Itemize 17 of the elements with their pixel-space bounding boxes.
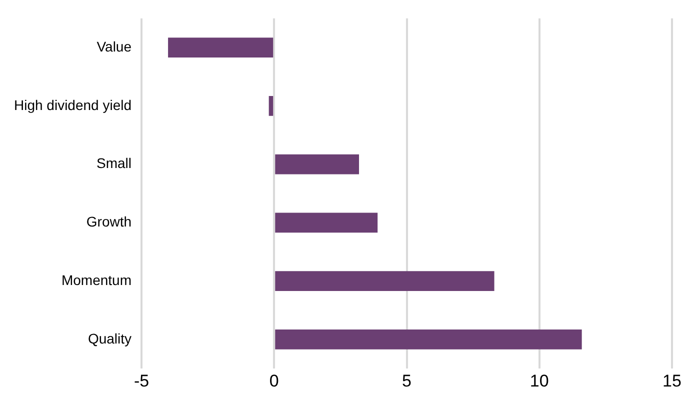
x-tick-label: 5	[402, 371, 412, 390]
y-tick-label: Growth	[86, 214, 132, 230]
y-tick-label: Quality	[88, 330, 132, 346]
x-tick-label: 10	[530, 371, 549, 390]
bar	[275, 154, 360, 174]
bar	[275, 212, 378, 233]
x-tick-label: -5	[134, 371, 150, 390]
bar	[275, 271, 494, 291]
bar	[275, 329, 582, 350]
y-tick-label: Small	[96, 155, 132, 172]
bar	[168, 38, 274, 58]
y-tick-label: Momentum	[61, 272, 132, 288]
x-tick-label: 0	[269, 371, 279, 390]
y-tick-label: Value	[96, 38, 132, 54]
x-tick-label: 15	[662, 371, 682, 390]
bar	[268, 96, 274, 116]
y-tick-label: High dividend yield	[14, 96, 132, 113]
